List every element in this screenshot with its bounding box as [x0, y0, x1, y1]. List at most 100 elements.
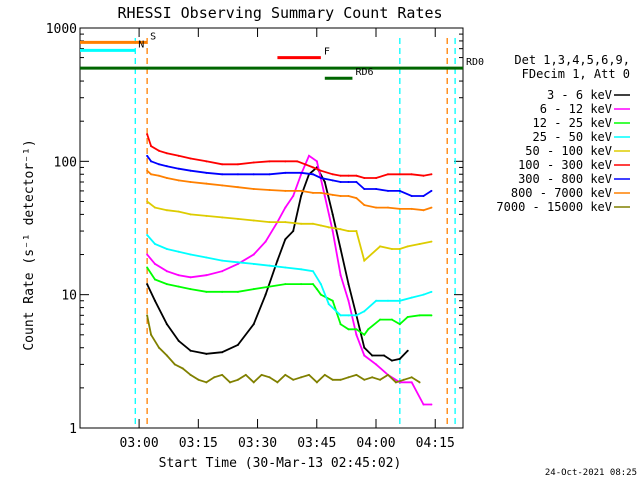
data-point — [383, 354, 386, 357]
state-bar-label: N — [138, 39, 144, 50]
data-point — [398, 299, 401, 302]
data-point — [150, 145, 153, 148]
data-point — [319, 191, 322, 194]
data-point — [422, 194, 425, 197]
data-point — [189, 373, 192, 376]
data-point — [331, 299, 334, 302]
data-point — [430, 189, 433, 192]
data-point — [189, 288, 192, 291]
data-point — [268, 221, 271, 224]
data-point — [146, 283, 149, 286]
data-point — [390, 248, 393, 251]
data-point — [339, 228, 342, 231]
data-point — [347, 283, 350, 286]
data-point — [284, 171, 287, 174]
data-point — [347, 299, 350, 302]
footer-timestamp: 24-Oct-2021 08:25 — [545, 468, 637, 478]
data-point — [402, 378, 405, 381]
data-point — [157, 163, 160, 166]
data-point — [221, 373, 224, 376]
legend-label: 3 - 6 keV — [547, 88, 612, 102]
data-point — [339, 248, 342, 251]
data-point — [157, 346, 160, 349]
data-point — [430, 403, 433, 406]
series-line — [146, 155, 432, 197]
series-line — [146, 315, 421, 384]
data-point — [311, 222, 314, 225]
x-axis-label: Start Time (30-Mar-13 02:45:02) — [159, 456, 402, 471]
data-point — [347, 314, 350, 317]
data-point — [165, 354, 168, 357]
data-point — [268, 188, 271, 191]
data-point — [221, 184, 224, 187]
data-point — [406, 245, 409, 248]
data-point — [292, 378, 295, 381]
data-point — [252, 253, 255, 256]
data-point — [375, 363, 378, 366]
data-point — [189, 180, 192, 183]
data-point — [181, 367, 184, 370]
data-point — [268, 173, 271, 176]
data-point — [406, 315, 409, 318]
data-point — [236, 261, 239, 264]
data-point — [379, 245, 382, 248]
data-point — [165, 270, 168, 273]
data-point — [252, 161, 255, 164]
data-point — [205, 274, 208, 277]
data-point — [165, 152, 168, 155]
data-point — [177, 154, 180, 157]
data-point — [418, 314, 421, 317]
data-point — [339, 314, 342, 317]
data-point — [229, 381, 232, 384]
data-point — [323, 373, 326, 376]
legend-label: 50 - 100 keV — [525, 144, 612, 158]
data-point — [311, 270, 314, 273]
data-point — [347, 174, 350, 177]
data-point — [189, 253, 192, 256]
data-point — [284, 189, 287, 192]
data-point — [150, 173, 153, 176]
data-point — [355, 314, 358, 317]
data-point — [386, 206, 389, 209]
data-point — [327, 226, 330, 229]
y-axis-label: Count Rate (s⁻¹ detector⁻¹) — [22, 139, 37, 350]
data-point — [430, 240, 433, 243]
data-point — [296, 160, 299, 163]
data-point — [154, 242, 157, 245]
data-point — [146, 314, 149, 317]
data-point — [213, 376, 216, 379]
data-point — [311, 283, 314, 286]
data-point — [394, 381, 397, 384]
data-point — [315, 288, 318, 291]
legend: Det 1,3,4,5,6,9, FDecim 1, Att 0 3 - 6 k… — [496, 53, 630, 214]
data-point — [390, 318, 393, 321]
data-point — [236, 163, 239, 166]
data-point — [319, 176, 322, 179]
y-tick-label: 10 — [61, 289, 77, 304]
data-point — [236, 290, 239, 293]
data-point — [371, 354, 374, 357]
data-point — [154, 299, 157, 302]
data-point — [205, 352, 208, 355]
data-point — [221, 163, 224, 166]
data-point — [165, 176, 168, 179]
data-point — [386, 299, 389, 302]
data-point — [315, 160, 318, 163]
x-tick-label: 04:00 — [356, 436, 395, 451]
data-point — [390, 359, 393, 362]
data-point — [410, 194, 413, 197]
data-point — [244, 373, 247, 376]
data-point — [347, 230, 350, 233]
data-point — [339, 274, 342, 277]
data-point — [284, 160, 287, 163]
x-tick-label: 03:30 — [238, 436, 277, 451]
data-point — [430, 173, 433, 176]
data-point — [264, 293, 267, 296]
data-point — [205, 290, 208, 293]
data-point — [410, 173, 413, 176]
legend-label: 800 - 7000 keV — [511, 186, 612, 200]
data-point — [331, 230, 334, 233]
data-point — [268, 264, 271, 267]
legend-label: 100 - 300 keV — [518, 158, 612, 172]
data-point — [308, 373, 311, 376]
